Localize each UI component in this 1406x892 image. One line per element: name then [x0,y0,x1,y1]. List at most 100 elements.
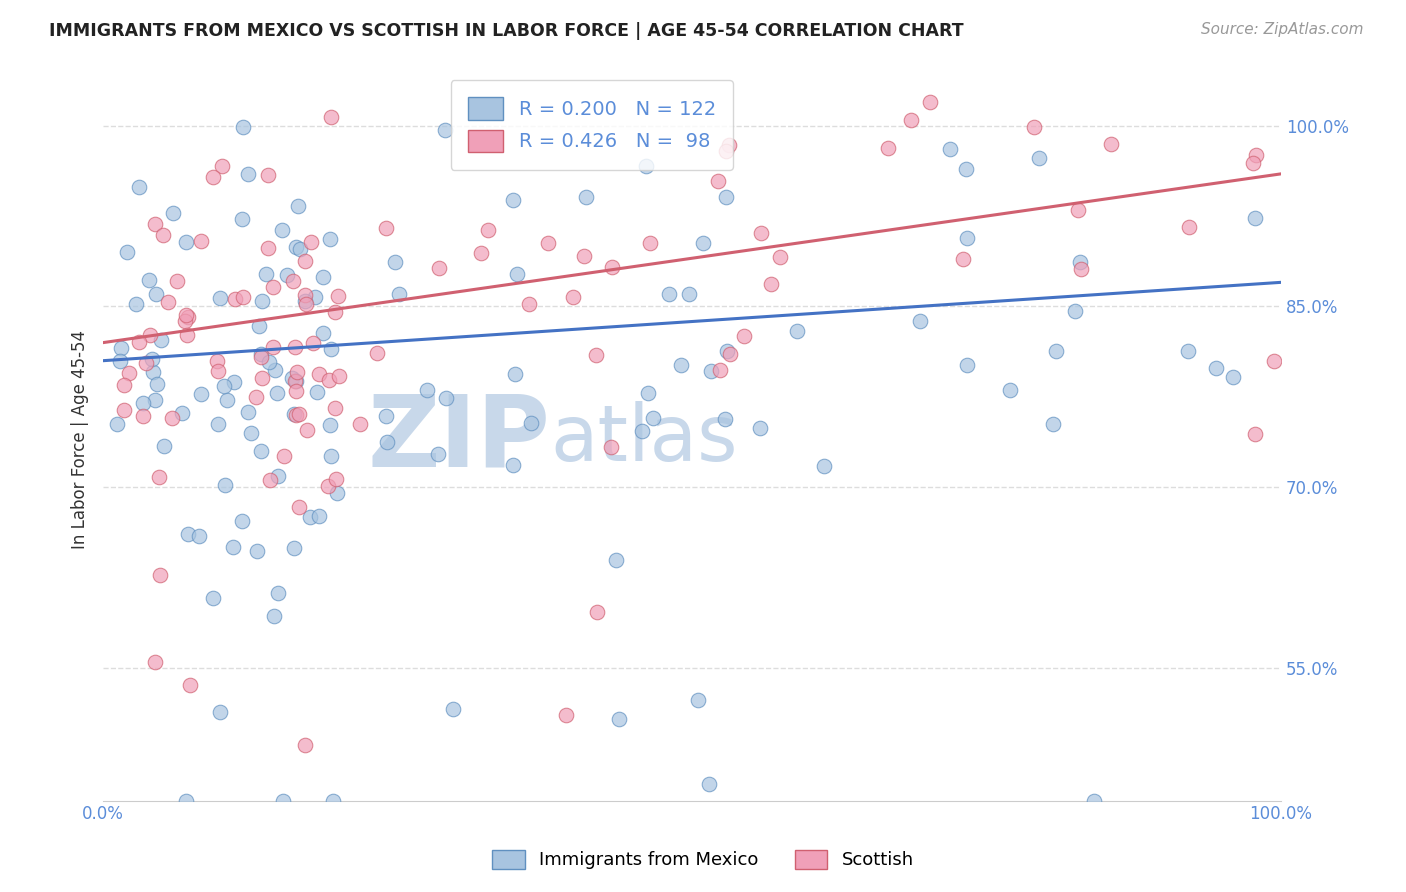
Point [287,500,309,514]
Point [143,392,166,407]
Point [956,231,979,245]
Point [1064,303,1087,318]
Point [160,411,183,425]
Point [316,478,339,492]
Point [142,366,165,380]
Point [388,286,411,301]
Point [749,421,772,435]
Point [110,341,132,355]
Point [156,294,179,309]
Point [294,293,316,308]
Point [294,738,316,752]
Point [162,206,184,220]
Point [707,173,730,187]
Point [240,425,263,440]
Point [716,343,738,358]
Point [434,391,457,405]
Point [202,169,225,184]
Point [769,250,792,264]
Point [1222,370,1244,384]
Point [749,226,772,240]
Point [143,655,166,669]
Point [221,541,243,555]
Point [605,553,627,567]
Point [502,458,524,472]
Point [285,409,308,423]
Point [179,678,201,692]
Point [427,447,450,461]
Point [304,290,326,304]
Point [250,351,273,365]
Point [170,406,193,420]
Point [238,167,260,181]
Point [232,120,254,134]
Point [952,252,974,267]
Point [246,544,269,558]
Point [295,297,318,311]
Point [262,279,284,293]
Point [434,122,457,136]
Point [1205,361,1227,376]
Point [600,260,623,274]
Point [319,418,342,433]
Point [366,346,388,360]
Point [250,371,273,385]
Point [231,514,253,528]
Point [139,328,162,343]
Point [375,221,398,235]
Point [1022,120,1045,135]
Point [188,529,211,543]
Point [132,409,155,423]
Point [700,364,723,378]
Point [299,235,322,250]
Point [900,112,922,127]
Point [257,169,280,183]
Point [586,605,609,619]
Point [287,199,309,213]
Point [294,288,316,302]
Point [128,334,150,349]
Legend: Immigrants from Mexico, Scottish: Immigrants from Mexico, Scottish [484,841,922,879]
Point [319,110,342,124]
Text: atlas: atlas [551,401,738,477]
Point [250,347,273,361]
Point [128,179,150,194]
Point [786,324,808,338]
Point [250,293,273,308]
Point [245,391,267,405]
Point [998,383,1021,397]
Point [125,297,148,311]
Point [257,241,280,255]
Point [177,527,200,541]
Point [322,794,344,808]
Point [149,333,172,347]
Point [697,777,720,791]
Point [190,235,212,249]
Point [609,712,631,726]
Point [939,142,962,156]
Point [877,141,900,155]
Point [323,401,346,415]
Point [276,268,298,282]
Point [262,340,284,354]
Point [555,708,578,723]
Point [283,407,305,421]
Point [714,144,737,158]
Point [506,267,529,281]
Point [1178,219,1201,234]
Point [562,290,585,304]
Point [470,245,492,260]
Point [328,289,350,303]
Point [153,439,176,453]
Point [115,244,138,259]
Point [349,417,371,431]
Point [174,794,197,808]
Point [264,363,287,377]
Point [135,356,157,370]
Point [202,591,225,605]
Point [250,444,273,458]
Point [232,290,254,304]
Point [247,319,270,334]
Y-axis label: In Labor Force | Age 45-54: In Labor Force | Age 45-54 [72,329,89,549]
Point [273,449,295,463]
